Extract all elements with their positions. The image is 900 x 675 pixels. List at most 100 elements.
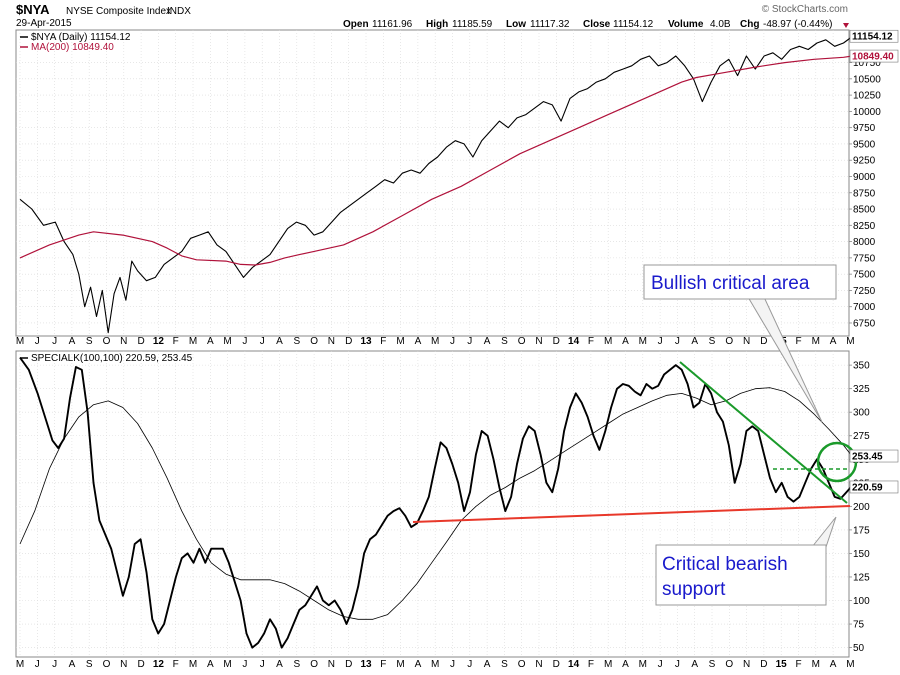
x-tick-label: M <box>431 336 439 347</box>
x-tick-label: O <box>310 336 318 347</box>
legend-specialk: SPECIALK(100,100) 220.59, 253.45 <box>31 353 193 364</box>
close-label: Close <box>583 19 611 30</box>
x-tick-label: N <box>328 659 335 670</box>
bullish-callout-text: Bullish critical area <box>651 273 810 294</box>
index-exchange: INDX <box>167 6 191 17</box>
x-tick-label: M <box>189 659 197 670</box>
x-tick-label: F <box>588 659 594 670</box>
volume-value: 4.0B <box>710 19 731 30</box>
x-tick-label: O <box>310 659 318 670</box>
chg-value: -48.97 (-0.44%) <box>763 19 832 30</box>
x-tick-label: A <box>69 659 76 670</box>
x-tick-label: F <box>380 659 386 670</box>
x-tick-label: J <box>260 659 265 670</box>
x-tick-label: A <box>484 336 491 347</box>
x-tick-label: F <box>173 659 179 670</box>
x-tick-label: J <box>52 336 57 347</box>
y-tick-label: 150 <box>853 549 870 560</box>
last-slow-label-box <box>849 449 899 463</box>
series-line-fast <box>19 357 854 649</box>
x-tick-label: M <box>189 336 197 347</box>
x-tick-label: 13 <box>360 336 372 347</box>
x-tick-label: A <box>276 336 283 347</box>
x-tick-label: A <box>207 659 214 670</box>
x-tick-label: A <box>691 659 698 670</box>
x-tick-label: M <box>223 659 231 670</box>
y-tick-label: 325 <box>853 384 870 395</box>
y-tick-label: 9000 <box>853 172 876 183</box>
x-tick-label: N <box>120 659 127 670</box>
x-tick-label: A <box>622 659 629 670</box>
low-label: Low <box>506 19 526 30</box>
y-tick-label: 7750 <box>853 253 876 264</box>
x-tick-label: S <box>709 336 716 347</box>
x-tick-label: O <box>725 336 733 347</box>
bullish-callout-box <box>643 264 837 300</box>
y-tick-label: 10000 <box>853 107 881 118</box>
downtrend-line <box>679 361 848 504</box>
x-tick-label: F <box>795 659 801 670</box>
x-tick-label: J <box>675 336 680 347</box>
x-tick-label: M <box>431 659 439 670</box>
x-tick-label: S <box>501 659 508 670</box>
watermark: © StockCharts.com <box>762 4 848 15</box>
series-line-ma <box>19 55 853 266</box>
index-name: NYSE Composite Index <box>66 6 171 17</box>
x-tick-label: O <box>725 659 733 670</box>
last-fast-label-box <box>849 480 899 494</box>
x-tick-label: N <box>328 336 335 347</box>
y-tick-label: 300 <box>853 408 870 419</box>
x-tick-label: 15 <box>776 659 788 670</box>
x-tick-label: A <box>622 336 629 347</box>
x-tick-label: N <box>743 659 750 670</box>
support-line <box>412 505 851 523</box>
last-slow-label: 253.45 <box>852 452 883 463</box>
x-tick-label: D <box>760 659 767 670</box>
x-tick-label: N <box>743 336 750 347</box>
x-tick-label: N <box>535 659 542 670</box>
y-tick-label: 7500 <box>853 270 876 281</box>
x-tick-label: 14 <box>568 336 580 347</box>
x-tick-label: D <box>137 336 144 347</box>
x-tick-label: M <box>639 659 647 670</box>
x-tick-label: J <box>52 659 57 670</box>
x-tick-label: S <box>709 659 716 670</box>
y-tick-label: 10250 <box>853 91 881 102</box>
x-tick-label: D <box>137 659 144 670</box>
x-tick-label: D <box>345 659 352 670</box>
x-tick-label: A <box>69 336 76 347</box>
close-value: 11154.12 <box>613 19 654 30</box>
x-tick-label: J <box>242 659 247 670</box>
x-tick-label: O <box>518 659 526 670</box>
x-tick-label: M <box>223 336 231 347</box>
y-tick-label: 50 <box>853 643 865 654</box>
x-tick-label: M <box>16 659 24 670</box>
y-tick-label: 125 <box>853 572 870 583</box>
y-tick-label: 350 <box>853 361 870 372</box>
chart-date: 29-Apr-2015 <box>16 18 72 29</box>
x-tick-label: F <box>173 336 179 347</box>
x-tick-label: M <box>396 336 404 347</box>
y-tick-label: 8250 <box>853 221 876 232</box>
y-tick-label: 10750 <box>853 58 881 69</box>
x-tick-label: A <box>415 336 422 347</box>
last-fast-label: 220.59 <box>852 482 883 493</box>
oscillator-panel <box>15 350 850 658</box>
x-tick-label: O <box>518 336 526 347</box>
x-tick-label: A <box>276 659 283 670</box>
bearish-callout-line1: Critical bearish <box>662 554 788 575</box>
x-tick-label: M <box>396 659 404 670</box>
x-tick-label: S <box>293 659 300 670</box>
y-tick-label: 175 <box>853 525 870 536</box>
x-tick-label: J <box>658 336 663 347</box>
low-value: 11117.32 <box>530 19 570 30</box>
legend-ma: MA(200) 10849.40 <box>31 42 114 53</box>
x-tick-label: J <box>450 336 455 347</box>
x-tick-label: M <box>846 659 854 670</box>
y-tick-label: 200 <box>853 502 870 513</box>
last-ma-label-box <box>849 49 899 63</box>
x-tick-label: D <box>553 336 560 347</box>
x-tick-label: J <box>658 659 663 670</box>
x-tick-label: S <box>501 336 508 347</box>
